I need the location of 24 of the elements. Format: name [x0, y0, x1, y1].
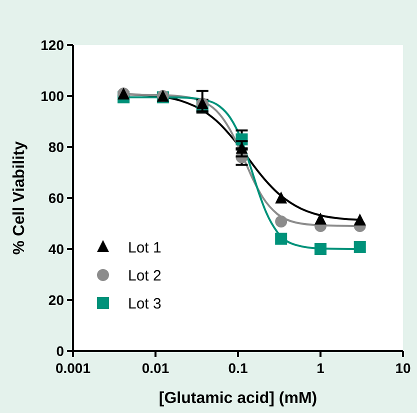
x-tick-label: 0.001 [55, 360, 91, 376]
legend-label: Lot 1 [128, 239, 162, 256]
legend-label: Lot 3 [128, 295, 162, 312]
legend-label: Lot 2 [128, 267, 162, 284]
y-tick-label: 120 [40, 36, 64, 53]
y-tick-label: 60 [48, 190, 64, 206]
x-tick-label: 0.1 [228, 360, 248, 376]
point [354, 240, 366, 253]
y-axis-title: % Cell Viability [11, 141, 28, 255]
point [275, 192, 288, 204]
y-tick-label: 20 [48, 292, 64, 308]
x-tick-label: 0.01 [142, 360, 170, 376]
point [354, 213, 366, 226]
point [314, 212, 326, 225]
y-tick-label: 100 [40, 88, 64, 104]
point [275, 232, 288, 245]
y-tick-label: 80 [48, 138, 64, 155]
point [275, 215, 288, 228]
x-tick-label: 10 [395, 360, 411, 376]
point [314, 243, 326, 255]
x-axis-title: [Glutamic acid] (mM) [158, 390, 318, 407]
y-tick-label: 40 [48, 240, 64, 257]
y-tick-label: 0 [56, 342, 64, 359]
x-tick-label: 1 [316, 360, 325, 376]
